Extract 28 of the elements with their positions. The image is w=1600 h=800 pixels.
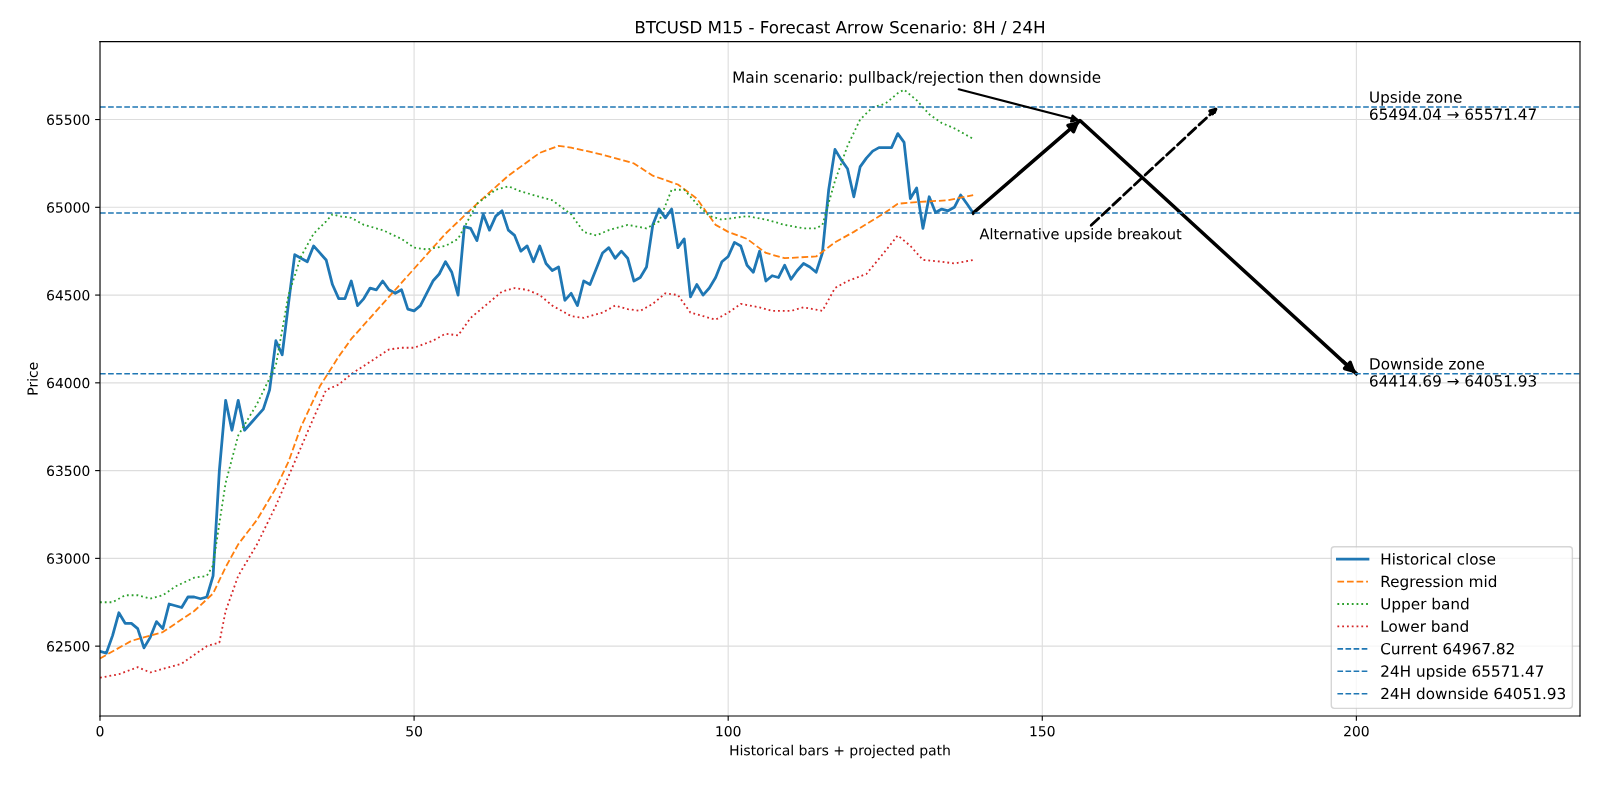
y-tick-label: 64500: [47, 290, 90, 301]
x-tick-label: 200: [1344, 725, 1369, 737]
line-series: [100, 234, 975, 679]
x-tick-label: 50: [406, 725, 423, 737]
legend-label: Upper band: [1381, 597, 1469, 613]
y-tick-label: 63000: [47, 553, 90, 564]
y-tick-label: 62500: [47, 641, 90, 652]
legend-label: 24H upside 65571.47: [1381, 665, 1544, 680]
x-axis-title: Historical bars + projected path: [730, 744, 950, 759]
x-tick-label: 100: [716, 725, 741, 737]
legend-label: Current 64967.82: [1381, 642, 1514, 655]
annotation: Main scenario: pullback/rejection then downside: [733, 71, 1101, 86]
legend-label: 24H downside 64051.93: [1381, 687, 1566, 700]
annotation: Downside zone 64414.69 → 64051.93: [1370, 357, 1537, 387]
chart-title: BTCUSD M15 - Forecast Arrow Scenario: 8H / 24H: [636, 20, 1044, 35]
y-tick-label: 65000: [47, 202, 90, 213]
y-tick-label: 64000: [47, 377, 90, 389]
y-axis-title: Price: [27, 362, 38, 395]
line-series: [100, 88, 975, 604]
annotation: Alternative upside breakout: [979, 228, 1182, 243]
annotation: Upside zone 65494.04 → 65571.47: [1370, 91, 1536, 120]
y-tick-label: 65500: [47, 114, 90, 126]
y-tick-label: 63500: [47, 465, 90, 477]
x-tick-label: 150: [1030, 725, 1055, 737]
legend-label: Lower band: [1381, 620, 1468, 633]
x-tick-label: 0: [96, 725, 104, 737]
legend-label: Historical close: [1381, 552, 1496, 565]
legend-label: Regression mid: [1381, 575, 1497, 591]
